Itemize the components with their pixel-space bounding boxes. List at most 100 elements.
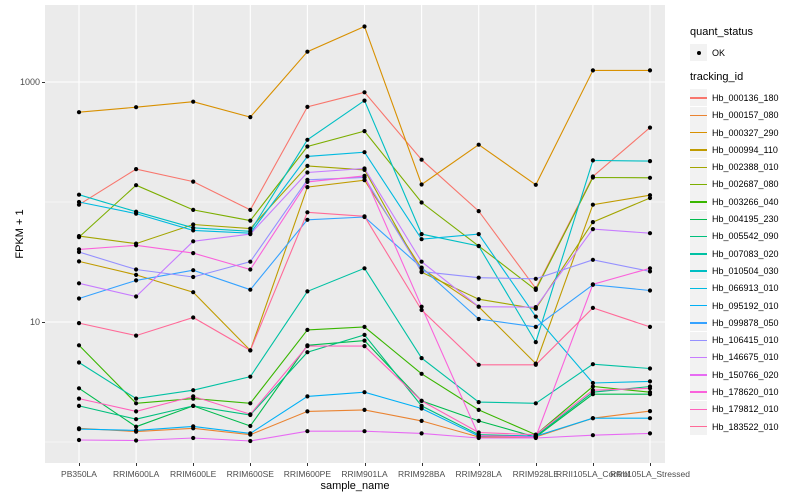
y-tick-mark	[42, 322, 45, 323]
legend-item-label: Hb_003266_040	[712, 196, 779, 207]
data-point-Hb_146675_010	[191, 239, 196, 244]
data-point-Hb_007083_020	[305, 289, 310, 294]
data-point-Hb_146675_010	[134, 294, 139, 299]
x-tick-mark	[364, 463, 366, 466]
data-point-Hb_002388_010	[590, 220, 596, 225]
legend-key-swatch	[690, 418, 707, 436]
legend-item-label: Hb_150766_020	[712, 369, 779, 380]
data-point-Hb_004195_230	[476, 418, 481, 423]
data-point-Hb_002388_010	[305, 163, 310, 168]
data-point-Hb_010504_030	[419, 232, 424, 237]
legend-item-Hb_010504_030: Hb_010504_030	[690, 262, 798, 280]
legend-item-Hb_000994_110: Hb_000994_110	[690, 141, 798, 159]
data-point-Hb_183522_010	[362, 214, 367, 219]
data-point-Hb_005542_090	[76, 403, 82, 408]
data-point-Hb_150766_020	[134, 438, 139, 443]
data-point-Hb_003266_040	[362, 324, 367, 329]
x-tick-label: RRIM928LE	[512, 469, 559, 479]
legend-line-icon	[690, 253, 707, 255]
data-point-Hb_004195_230	[248, 423, 253, 429]
legend-line-icon	[690, 339, 707, 341]
legend-item-Hb_002388_010: Hb_002388_010	[690, 158, 798, 176]
data-point-Hb_000136_180	[362, 90, 367, 95]
data-point-Hb_150766_020	[248, 438, 253, 444]
data-point-Hb_099878_050	[476, 316, 481, 322]
chart-svg	[45, 5, 665, 463]
data-point-Hb_146675_010	[647, 231, 653, 236]
legend-line-icon	[690, 97, 707, 99]
data-point-Hb_179812_010	[248, 412, 253, 417]
x-tick-label: RRIM600LE	[170, 469, 217, 479]
data-point-Hb_099878_050	[76, 296, 82, 301]
data-point-Hb_002687_080	[533, 287, 538, 292]
data-point-Hb_003266_040	[134, 401, 139, 406]
data-point-Hb_178620_010	[476, 433, 481, 438]
legend: quant_status OK tracking_id Hb_000136_18…	[690, 26, 798, 445]
x-tick-mark	[421, 463, 423, 466]
data-point-Hb_095192_010	[191, 424, 196, 429]
data-point-Hb_000157_080	[305, 409, 310, 414]
data-point-Hb_099878_050	[248, 287, 253, 292]
x-tick-label: RRIM901LA	[341, 469, 388, 479]
data-point-Hb_178620_010	[305, 179, 310, 184]
legend-item-label: Hb_000327_290	[712, 127, 779, 138]
data-point-Hb_004195_230	[134, 424, 139, 429]
data-point-Hb_095192_010	[419, 406, 424, 411]
data-point-Hb_179812_010	[191, 394, 196, 399]
data-point-Hb_000136_180	[419, 157, 424, 162]
legend-item-label: Hb_179812_010	[712, 404, 779, 415]
data-point-Hb_010504_030	[647, 159, 653, 164]
data-point-Hb_003266_040	[476, 407, 481, 412]
legend-line-icon	[690, 132, 707, 134]
data-point-Hb_150766_020	[76, 437, 82, 443]
data-point-Hb_010504_030	[76, 192, 82, 197]
legend-item-Hb_000157_080: Hb_000157_080	[690, 106, 798, 124]
data-point-Hb_003266_040	[76, 343, 82, 348]
data-point-Hb_066913_010	[533, 314, 538, 319]
data-point-Hb_000327_290	[476, 142, 481, 147]
data-point-Hb_106415_010	[533, 276, 538, 281]
data-point-Hb_099878_050	[191, 268, 196, 273]
y-tick-label: 10	[29, 316, 40, 327]
data-point-Hb_146675_010	[590, 227, 596, 232]
legend-item-label: Hb_146675_010	[712, 352, 779, 363]
x-tick-mark	[79, 463, 80, 466]
legend-line-icon	[690, 356, 707, 359]
legend-item-label: Hb_095192_010	[712, 300, 779, 311]
data-point-Hb_007083_020	[248, 374, 253, 379]
legend-item-label: Hb_007083_020	[712, 248, 779, 259]
data-point-Hb_150766_020	[590, 433, 596, 438]
data-point-Hb_005542_090	[134, 417, 139, 422]
legend-item-label: Hb_099878_050	[712, 317, 779, 328]
data-point-Hb_146675_010	[305, 170, 310, 175]
data-point-Hb_183522_010	[533, 362, 538, 367]
data-point-Hb_004195_230	[76, 386, 82, 391]
data-point-Hb_099878_050	[647, 288, 653, 293]
data-point-Hb_146675_010	[362, 166, 367, 171]
data-point-Hb_106415_010	[419, 269, 424, 274]
legend-item-Hb_095192_010: Hb_095192_010	[690, 297, 798, 314]
data-point-Hb_002388_010	[476, 297, 481, 302]
data-point-Hb_179812_010	[305, 344, 310, 349]
legend-line-icon	[690, 322, 707, 324]
data-point-Hb_000994_110	[590, 202, 596, 207]
data-point-Hb_099878_050	[305, 217, 310, 222]
data-point-Hb_000136_180	[647, 125, 653, 130]
data-point-Hb_179812_010	[647, 386, 653, 391]
data-point-Hb_066913_010	[362, 150, 367, 155]
data-point-Hb_000136_180	[191, 179, 196, 184]
x-tick-label: RRII105LA_Stressed	[610, 469, 690, 479]
legend-item-label: Hb_000994_110	[712, 144, 778, 155]
legend-item-Hb_066913_010: Hb_066913_010	[690, 279, 798, 297]
legend-item-Hb_000136_180: Hb_000136_180	[690, 89, 798, 107]
data-point-Hb_010504_030	[305, 137, 310, 142]
legend-item-label: Hb_106415_010	[712, 335, 779, 346]
data-point-Hb_007083_020	[134, 396, 139, 401]
legend-key-swatch	[690, 175, 707, 193]
data-point-Hb_066913_010	[134, 211, 139, 216]
data-point-Hb_000327_290	[305, 49, 310, 54]
data-point-Hb_146675_010	[248, 232, 253, 237]
legend-item-Hb_146675_010: Hb_146675_010	[690, 348, 798, 366]
legend-item-Hb_005542_090: Hb_005542_090	[690, 227, 798, 245]
data-point-Hb_003266_040	[419, 371, 424, 376]
